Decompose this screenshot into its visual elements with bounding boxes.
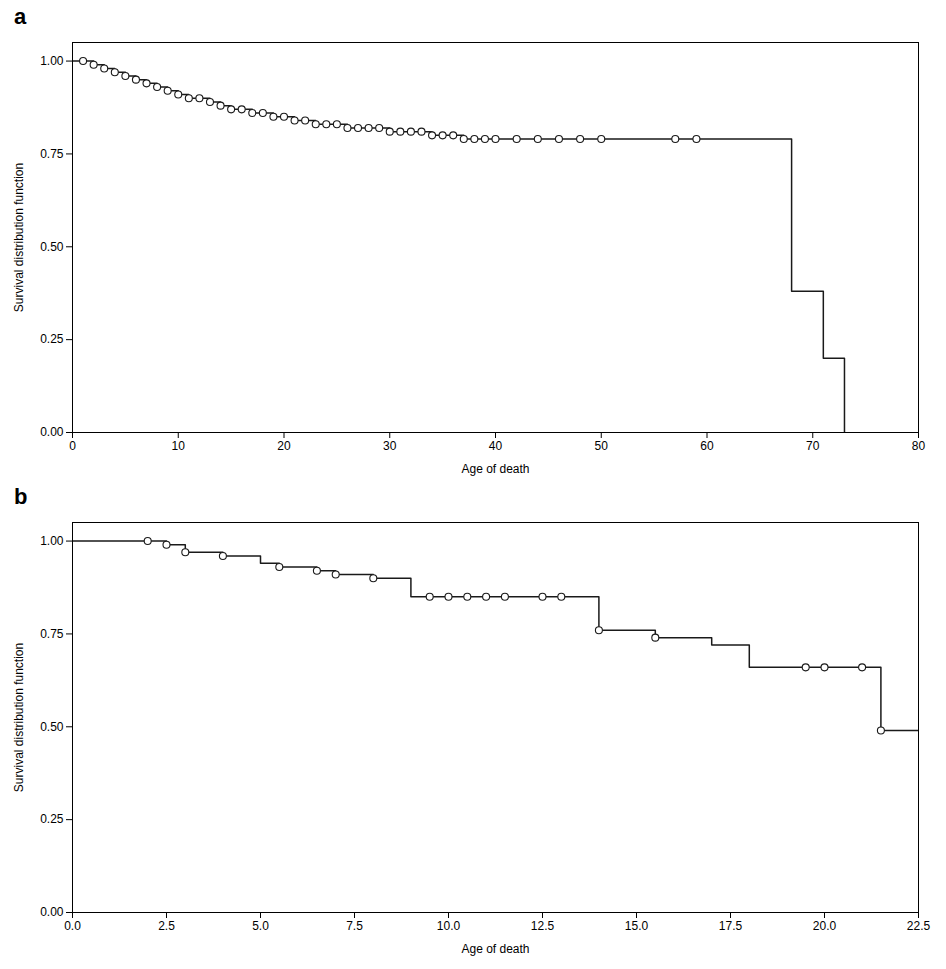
svg-text:60: 60 xyxy=(700,439,714,453)
svg-text:Age of death: Age of death xyxy=(461,942,529,956)
svg-text:Survival distribution function: Survival distribution function xyxy=(12,643,26,792)
svg-text:0.0: 0.0 xyxy=(64,919,81,933)
svg-text:0.50: 0.50 xyxy=(40,240,64,254)
svg-text:1.00: 1.00 xyxy=(40,54,64,68)
svg-text:2.5: 2.5 xyxy=(158,919,175,933)
svg-text:17.5: 17.5 xyxy=(719,919,743,933)
svg-text:0.25: 0.25 xyxy=(40,812,64,826)
svg-text:22.5: 22.5 xyxy=(907,919,931,933)
html-text:b: b xyxy=(14,484,28,509)
svg-text:Survival distribution function: Survival distribution function xyxy=(12,163,26,312)
svg-text:40: 40 xyxy=(489,439,503,453)
svg-text:70: 70 xyxy=(806,439,820,453)
svg-text:1.00: 1.00 xyxy=(40,534,64,548)
svg-text:12.5: 12.5 xyxy=(531,919,555,933)
svg-text:0.25: 0.25 xyxy=(40,332,64,346)
html-text:a: a xyxy=(14,4,27,29)
svg-text:0.75: 0.75 xyxy=(40,627,64,641)
svg-text:0: 0 xyxy=(69,439,76,453)
svg-text:30: 30 xyxy=(383,439,397,453)
svg-text:80: 80 xyxy=(912,439,926,453)
svg-text:20: 20 xyxy=(277,439,291,453)
svg-text:20.0: 20.0 xyxy=(813,919,837,933)
svg-text:7.5: 7.5 xyxy=(346,919,363,933)
svg-text:10: 10 xyxy=(172,439,186,453)
svg-text:0.00: 0.00 xyxy=(40,905,64,919)
svg-text:50: 50 xyxy=(595,439,609,453)
svg-text:0.00: 0.00 xyxy=(40,425,64,439)
svg-text:10.0: 10.0 xyxy=(437,919,461,933)
svg-text:Age of death: Age of death xyxy=(461,462,529,476)
svg-text:0.75: 0.75 xyxy=(40,147,64,161)
svg-text:5.0: 5.0 xyxy=(252,919,269,933)
svg-text:15.0: 15.0 xyxy=(625,919,649,933)
svg-text:0.50: 0.50 xyxy=(40,720,64,734)
